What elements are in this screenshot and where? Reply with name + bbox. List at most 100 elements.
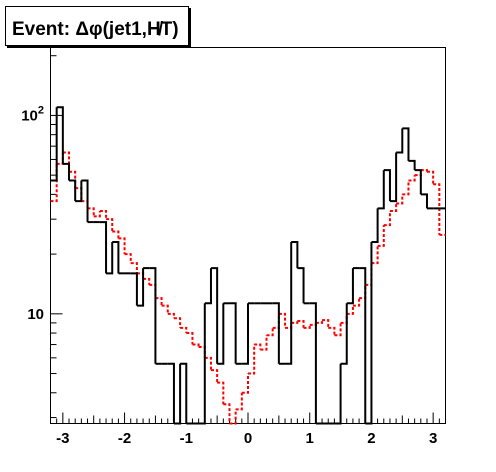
red-histogram-bin — [315, 320, 324, 324]
black-histogram-bin — [396, 128, 404, 154]
chart-title-box: Event: Δφ(jet1,H̸T) — [5, 6, 189, 46]
red-histogram-bin — [217, 381, 225, 405]
black-histogram-bin — [377, 170, 385, 210]
x-tick-label: -1 — [180, 430, 193, 447]
black-histogram-bin — [346, 268, 354, 305]
red-histogram-bin — [377, 225, 385, 247]
black-histogram-bin — [389, 152, 398, 203]
red-histogram-bin — [118, 237, 126, 255]
black-histogram-bin — [99, 221, 108, 274]
red-histogram-bin — [346, 305, 354, 315]
black-histogram-bin — [106, 242, 114, 275]
black-histogram-bin — [173, 363, 182, 425]
red-histogram-bin — [124, 253, 132, 264]
red-histogram-bin — [334, 322, 342, 337]
y-tick-label: 102 — [21, 104, 44, 124]
red-histogram-bin — [420, 169, 428, 172]
black-histogram-bin — [167, 362, 175, 424]
red-histogram-bin — [402, 180, 410, 196]
red-histogram-bin — [352, 298, 361, 307]
black-histogram-bin — [130, 272, 138, 306]
red-histogram-bin — [210, 369, 219, 383]
black-histogram-bin — [149, 267, 157, 364]
black-histogram-bin — [408, 159, 416, 171]
black-histogram-bin — [359, 267, 367, 424]
series-black-solid — [50, 106, 446, 425]
black-histogram-bin — [198, 303, 206, 425]
red-histogram-bin — [167, 312, 175, 319]
red-histogram-bin — [328, 326, 336, 336]
red-histogram-bin — [383, 210, 391, 227]
black-histogram-bin — [309, 302, 317, 424]
black-histogram-bin — [69, 179, 77, 202]
black-histogram-bin — [50, 107, 58, 182]
red-histogram-bin — [371, 245, 379, 265]
red-histogram-bin — [278, 312, 287, 328]
red-histogram-bin — [180, 326, 188, 334]
red-histogram-bin — [389, 203, 398, 212]
red-histogram-bin — [248, 344, 256, 375]
black-histogram-bin — [420, 193, 428, 209]
black-histogram-bin — [402, 127, 410, 161]
red-histogram-bin — [112, 230, 120, 239]
black-histogram-bin — [75, 180, 83, 203]
red-histogram-bin — [106, 218, 114, 232]
x-tick-label: 0 — [244, 430, 252, 447]
series-red-dotted — [50, 151, 446, 425]
red-histogram-bin — [62, 151, 71, 172]
black-histogram-bin — [285, 242, 293, 365]
red-histogram-bin — [260, 335, 268, 351]
red-histogram-bin — [87, 207, 95, 217]
tick-labels: -3 -2 -1 0 1 2 3 10 102 — [21, 104, 437, 447]
red-histogram-bin — [241, 373, 249, 394]
red-histogram-bin — [433, 183, 441, 235]
black-histogram-bin — [81, 179, 89, 223]
red-histogram-bin — [426, 170, 435, 185]
red-histogram-bin — [223, 403, 231, 424]
red-histogram-bin — [143, 277, 151, 285]
red-histogram-bin — [254, 343, 262, 350]
black-histogram-bin — [180, 362, 188, 424]
black-histogram-bin — [340, 303, 348, 365]
red-histogram-bin — [303, 324, 311, 329]
red-histogram-bin — [396, 194, 404, 205]
black-histogram-bin — [241, 303, 249, 365]
black-histogram-bin — [297, 267, 305, 304]
red-histogram-bin — [192, 343, 200, 348]
black-histogram-bin — [62, 162, 71, 181]
red-histogram-bin — [93, 210, 101, 218]
x-tick-label: 2 — [367, 430, 375, 447]
red-histogram-bin — [130, 262, 138, 274]
chart-title: Event: Δφ(jet1,H̸T) — [12, 19, 179, 40]
red-histogram-bin — [322, 319, 330, 328]
black-histogram-bin — [136, 268, 145, 307]
plot-frame — [50, 47, 446, 424]
red-histogram-bin — [161, 304, 169, 314]
red-histogram-bin — [266, 327, 274, 337]
black-histogram-bin — [272, 302, 280, 364]
red-histogram-bin — [173, 317, 182, 328]
red-histogram-bin — [297, 320, 305, 328]
red-histogram-bin — [186, 332, 194, 345]
black-histogram-bin — [112, 241, 120, 274]
x-tick-label: -2 — [118, 430, 131, 447]
black-histogram-bin — [56, 106, 64, 164]
x-tick-label: -3 — [56, 430, 69, 447]
x-tick-label: 1 — [306, 430, 314, 447]
red-histogram-bin — [229, 409, 237, 425]
red-histogram-bin — [204, 356, 212, 371]
red-histogram-bin — [155, 297, 163, 306]
axis-ticks — [50, 55, 446, 424]
y-tick-label: 10 — [27, 306, 44, 323]
black-histogram-bin — [204, 268, 212, 305]
black-histogram-bin — [365, 242, 373, 425]
red-histogram-bin — [408, 175, 416, 182]
black-histogram-bin — [414, 169, 422, 195]
black-histogram-bin — [371, 208, 379, 244]
black-histogram-bin — [334, 363, 342, 425]
black-histogram-bin — [229, 302, 237, 364]
black-histogram-bin — [210, 267, 219, 364]
red-histogram-bin — [235, 392, 243, 411]
black-histogram-bin — [291, 241, 299, 269]
